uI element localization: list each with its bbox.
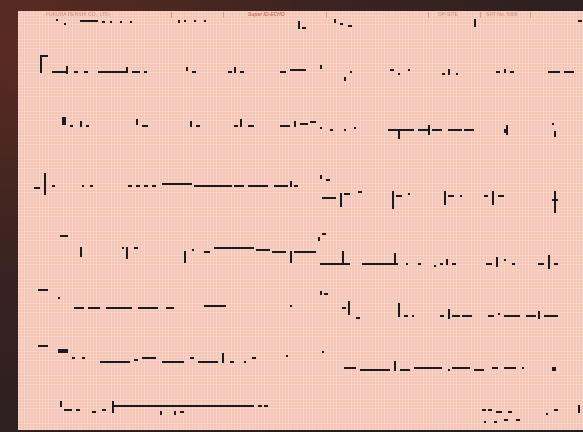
header-divider: [530, 12, 531, 18]
ecg-trace-drawing: [34, 19, 582, 423]
trace-row-1: [56, 19, 582, 29]
ecg-paper-strip: FUKUDA DENSHI CO., LTD. Super ID-ECHO OP…: [18, 11, 583, 430]
header-divider: [428, 12, 429, 18]
paper-header: FUKUDA DENSHI CO., LTD. Super ID-ECHO OP…: [18, 11, 583, 19]
header-divider: [480, 12, 481, 18]
trace-row-5: [60, 233, 558, 269]
device-model-label: Super ID-ECHO: [248, 12, 285, 18]
trace-row-7: [38, 345, 556, 371]
serial-label: SRT No. 5988: [486, 12, 518, 18]
header-divider: [223, 12, 224, 18]
trace-row-3: [62, 117, 556, 139]
option-label: OP-SITE: [438, 12, 459, 18]
trace-row-6: [38, 289, 558, 319]
header-divider: [171, 12, 172, 18]
header-divider: [326, 12, 327, 18]
manufacturer-label: FUKUDA DENSHI CO., LTD.: [46, 12, 111, 18]
trace-row-8: [60, 401, 580, 423]
trace-row-2: [40, 55, 574, 81]
trace-row-4: [34, 173, 558, 213]
